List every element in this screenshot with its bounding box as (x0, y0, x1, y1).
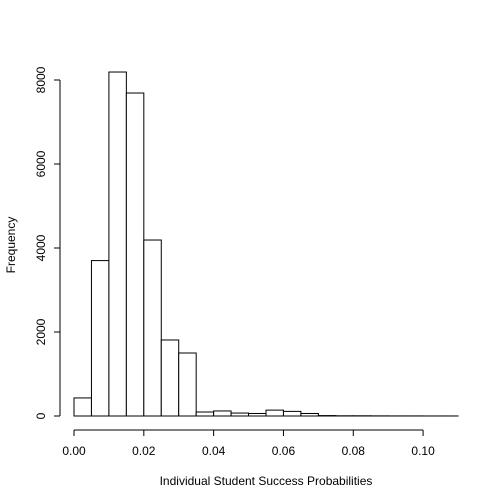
bar (195, 411, 215, 417)
x-tick-label: 0.02 (132, 444, 156, 458)
y-axis-label: Frequency (4, 217, 18, 274)
bar (90, 260, 110, 417)
x-axis-label: Individual Student Success Probabilities (160, 474, 373, 488)
y-tick-label: 8000 (34, 66, 48, 93)
bar (125, 92, 145, 417)
bar (143, 239, 162, 417)
bar (178, 352, 197, 417)
x-tick-label: 0.00 (62, 444, 86, 458)
y-tick-label: 0 (34, 412, 48, 419)
bar (265, 409, 284, 417)
bar (282, 410, 302, 417)
bar (300, 412, 319, 417)
x-tick-label: 0.08 (342, 444, 366, 458)
bar (230, 412, 250, 417)
y-tick-label: 6000 (34, 150, 48, 177)
bar (160, 339, 180, 417)
y-tick-label: 2000 (34, 318, 48, 345)
bar (213, 410, 232, 417)
bar (108, 71, 127, 417)
y-tick-label: 4000 (34, 234, 48, 261)
bar (73, 397, 92, 417)
x-tick-label: 0.04 (202, 444, 226, 458)
bar (248, 412, 267, 417)
x-tick-label: 0.10 (411, 444, 435, 458)
x-tick-label: 0.06 (272, 444, 296, 458)
